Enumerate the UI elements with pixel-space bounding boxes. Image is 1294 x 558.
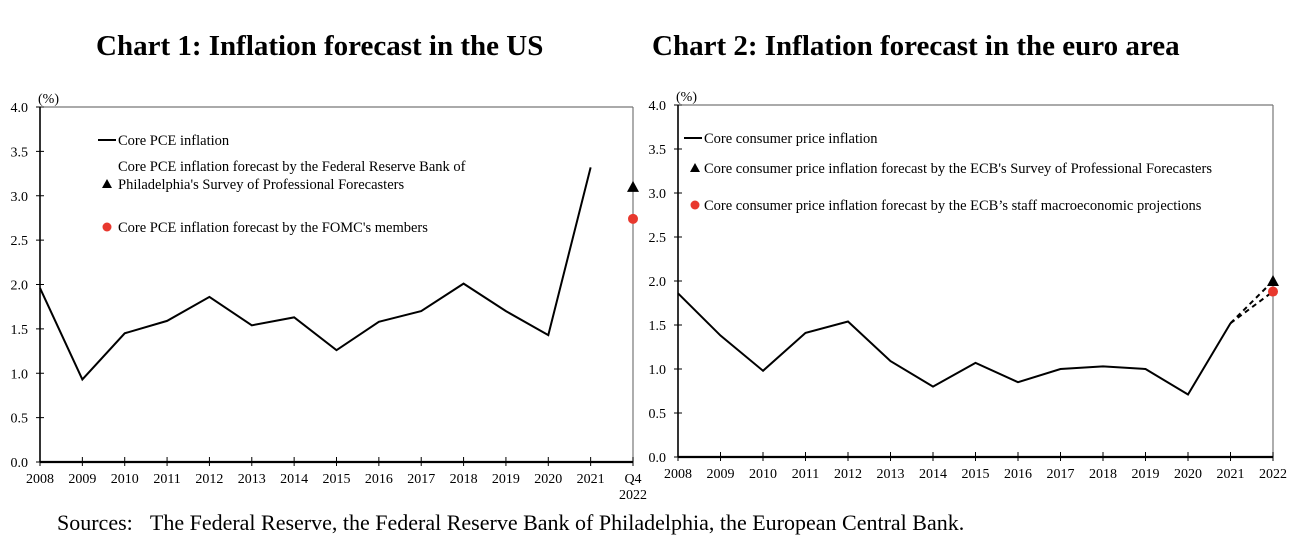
legend-label: Core PCE inflation (118, 133, 230, 149)
y-tick-label: 1.0 (649, 363, 667, 378)
x-tick-label: 2013 (238, 472, 266, 487)
x-tick-label: 2022 (1259, 467, 1287, 482)
sources-text: The Federal Reserve, the Federal Reserve… (149, 510, 965, 535)
y-tick-label: 1.5 (649, 319, 667, 334)
y-tick-label: 3.5 (649, 143, 667, 158)
x-tick-label: 2019 (1132, 467, 1160, 482)
x-tick-label: 2009 (68, 472, 96, 487)
forecast-circle-marker (1268, 286, 1278, 297)
x-tick-label: Q4 (624, 472, 641, 487)
x-tick-label: 2009 (707, 467, 735, 482)
y-tick-label: 0.0 (649, 451, 667, 466)
series-line-2 (677, 292, 1232, 396)
y-tick-label: 0.5 (11, 412, 29, 427)
sources-note: Sources: The Federal Reserve, the Federa… (57, 510, 964, 536)
x-tick-label: 2019 (492, 472, 520, 487)
legend-triangle-swatch (690, 163, 700, 172)
legend-circle-swatch (690, 200, 700, 210)
y-tick-label: 4.0 (11, 101, 29, 116)
chart1-title: Chart 1: Inflation forecast in the US (96, 30, 544, 62)
x-tick-label: 2021 (577, 472, 605, 487)
y-tick-label: 2.5 (649, 231, 667, 246)
x-tick-label: 2016 (365, 472, 393, 487)
legend-label: Core PCE inflation forecast by the Feder… (118, 159, 466, 175)
y-axis-unit-label: (%) (38, 92, 59, 107)
chart-1: 0.0 0.5 1.0 1.5 2.0 2.5 3.0 3.5 4.0 (%) 2008 2009 20… (11, 92, 648, 503)
forecast-dashed-line (1229, 280, 1274, 324)
y-tick-label: 1.5 (11, 323, 29, 338)
y-tick-label: 2.0 (649, 275, 667, 290)
x-tick-label: 2013 (877, 467, 905, 482)
y-tick-label: 2.0 (11, 279, 29, 294)
x-tick-label: 2012 (834, 467, 862, 482)
legend-label: Core consumer price inflation forecast b… (704, 198, 1202, 214)
y-tick-label: 1.0 (11, 367, 29, 382)
x-tick-label: 2021 (1217, 467, 1245, 482)
legend-1: Core PCE inflation Core PCE inflation for… (98, 133, 466, 236)
y-tick-label: 0.5 (649, 407, 667, 422)
legend-triangle-swatch (102, 179, 112, 188)
x-tick-label: 2008 (664, 467, 692, 482)
forecast-triangle-marker (1267, 275, 1279, 286)
x-tick-label: 2015 (323, 472, 351, 487)
x-tick-label: 2011 (153, 472, 180, 487)
x-tick-label: 2011 (792, 467, 819, 482)
x-tick-label: 2015 (962, 467, 990, 482)
forecast-dashed-line (1229, 290, 1274, 325)
y-tick-label: 3.5 (11, 145, 29, 160)
legend-circle-swatch (102, 222, 112, 232)
sources-label: Sources: (57, 510, 133, 535)
x-tick-label: 2022 (619, 488, 647, 503)
y-axis-unit-label: (%) (676, 90, 697, 105)
x-tick-label: 2017 (407, 472, 435, 487)
forecast-circle-marker (628, 213, 638, 224)
x-tick-label: 2014 (280, 472, 308, 487)
x-tick-label: 2012 (195, 472, 223, 487)
x-tick-label: 2014 (919, 467, 947, 482)
x-tick-label: 2017 (1047, 467, 1075, 482)
legend-label: Core PCE inflation forecast by the FOMC'… (118, 220, 428, 236)
x-tick-label: 2016 (1004, 467, 1032, 482)
chart2-title: Chart 2: Inflation forecast in the euro … (652, 30, 1180, 62)
y-tick-label: 2.5 (11, 234, 29, 249)
x-tick-label: 2020 (1174, 467, 1202, 482)
y-tick-label: 3.0 (11, 190, 29, 205)
x-tick-label: 2018 (1089, 467, 1117, 482)
y-tick-label: 4.0 (649, 99, 667, 114)
x-tick-label: 2010 (111, 472, 139, 487)
x-tick-label: 2020 (534, 472, 562, 487)
series-line-1 (39, 167, 592, 382)
x-tick-label: 2018 (450, 472, 478, 487)
legend-label: Core consumer price inflation (704, 131, 878, 147)
x-tick-label: 2010 (749, 467, 777, 482)
y-tick-label: 0.0 (11, 456, 29, 471)
x-tick-label: 2008 (26, 472, 54, 487)
chart-2: 0.0 0.5 1.0 1.5 2.0 2.5 3.0 3.5 4.0 (%) 2008 2009 20… (649, 90, 1288, 482)
legend-2: Core consumer price inflation Core consum… (684, 131, 1212, 214)
forecast-triangle-marker (627, 180, 639, 192)
legend-label: Philadelphia's Survey of Professional Fo… (118, 177, 404, 193)
y-tick-label: 3.0 (649, 187, 667, 202)
legend-label: Core consumer price inflation forecast b… (704, 161, 1212, 177)
